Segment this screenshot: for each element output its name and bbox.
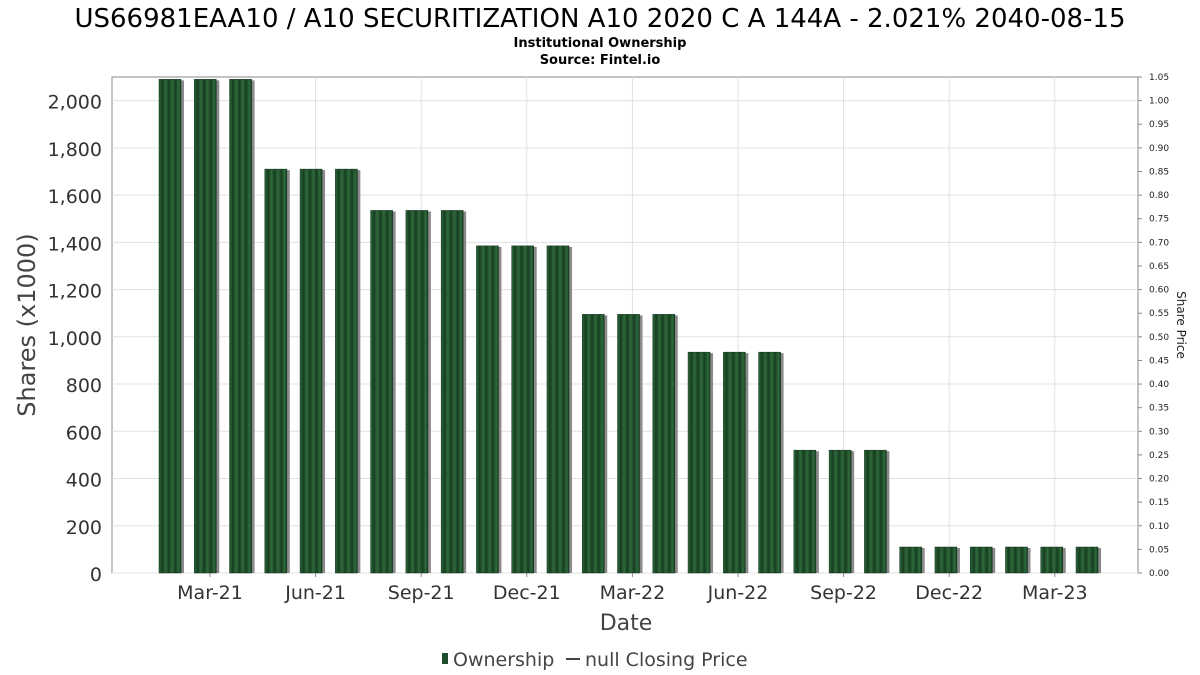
ownership-bar	[264, 168, 288, 574]
y2-tick-label: 0.75	[1149, 215, 1169, 225]
legend-price-label: null Closing Price	[585, 649, 748, 671]
x-tick-label: Dec-22	[915, 582, 983, 604]
y2-axis-label: Share Price	[1174, 291, 1188, 359]
ownership-bar	[899, 546, 922, 574]
x-tick-label: Mar-23	[1022, 582, 1088, 604]
y-axis-label: Shares (x1000)	[13, 233, 41, 416]
ownership-bar	[546, 245, 570, 574]
ownership-bar	[723, 351, 746, 574]
ownership-bar	[617, 314, 640, 574]
y2-tick-label: 0.65	[1149, 262, 1169, 272]
x-tick-label: Jun-22	[707, 582, 769, 604]
legend: Ownership null Closing Price	[442, 649, 748, 671]
x-tick-label: Sep-21	[388, 582, 455, 604]
ownership-bar	[828, 449, 852, 574]
ownership-bar	[158, 79, 182, 574]
ownership-bar	[440, 210, 464, 574]
ownership-bar	[652, 314, 676, 574]
y-tick-label: 2,000	[48, 92, 102, 114]
y2-tick-label: 0.50	[1149, 333, 1169, 343]
y2-axis: 0.00 0.05 0.10 0.15 0.20 0.25 0.30 0.35 0.40 0.45…	[1138, 73, 1169, 579]
y2-tick-label: 0.05	[1149, 545, 1169, 555]
legend-ownership-label: Ownership	[453, 649, 554, 671]
y2-tick-label: 1.00	[1149, 97, 1169, 107]
y2-tick-label: 0.20	[1149, 475, 1169, 485]
ownership-bar	[405, 210, 429, 574]
y-axis: 0 200 400 600 800 1,000 1,200 1,400 1,600 1,800 2,…	[48, 92, 102, 586]
x-tick-label: Dec-21	[493, 582, 561, 604]
ownership-bar	[335, 168, 358, 574]
chart-title: US66981EAA10 / A10 SECURITIZATION A10 20…	[74, 4, 1125, 34]
y2-tick-label: 0.25	[1149, 451, 1169, 461]
y2-tick-label: 0.40	[1149, 380, 1169, 390]
y2-tick-label: 0.35	[1149, 404, 1169, 414]
y2-tick-label: 0.85	[1149, 167, 1169, 177]
y-tick-label: 1,200	[48, 281, 102, 303]
ownership-bar	[1075, 546, 1099, 574]
ownership-bar	[793, 449, 817, 574]
ownership-bar	[194, 79, 217, 574]
ownership-bar	[687, 351, 711, 574]
y2-tick-label: 1.05	[1149, 73, 1169, 83]
y2-tick-label: 0.55	[1149, 309, 1169, 319]
bars	[158, 79, 1102, 574]
x-tick-label: Jun-21	[284, 582, 346, 604]
ownership-bar	[299, 168, 323, 574]
y2-tick-label: 0.60	[1149, 286, 1169, 296]
ownership-bar	[758, 351, 781, 574]
y2-tick-label: 0.90	[1149, 144, 1169, 154]
chart-source: Source: Fintel.io	[540, 53, 661, 68]
y-tick-label: 1,400	[48, 233, 102, 255]
chart-subtitle: Institutional Ownership	[514, 36, 687, 51]
y2-tick-label: 0.10	[1149, 522, 1169, 532]
y-tick-label: 800	[66, 375, 102, 397]
y2-tick-label: 0.70	[1149, 238, 1169, 248]
y2-tick-label: 0.45	[1149, 356, 1169, 366]
ownership-bar	[511, 245, 534, 574]
y2-tick-label: 0.15	[1149, 498, 1169, 508]
y2-tick-label: 0.95	[1149, 120, 1169, 130]
ownership-bar	[864, 449, 887, 574]
y-tick-label: 0	[90, 564, 102, 586]
x-axis: Mar-21 Jun-21 Sep-21 Dec-21 Mar-22 Jun-22 Sep-…	[177, 573, 1088, 604]
x-tick-label: Mar-22	[600, 582, 666, 604]
y2-tick-label: 0.80	[1149, 191, 1169, 201]
ownership-bar	[370, 210, 393, 574]
ownership-bar	[1005, 546, 1028, 574]
ownership-bar	[934, 546, 958, 574]
y2-tick-label: 0.00	[1149, 569, 1169, 579]
ownership-bar	[476, 245, 499, 574]
ownership-bar	[969, 546, 993, 574]
y-tick-label: 1,000	[48, 328, 102, 350]
y2-tick-label: 0.30	[1149, 427, 1169, 437]
y-tick-label: 1,600	[48, 186, 102, 208]
y-tick-label: 1,800	[48, 139, 102, 161]
x-tick-label: Mar-21	[177, 582, 243, 604]
ownership-bar	[581, 314, 605, 574]
ownership-bar	[229, 79, 252, 574]
y-tick-label: 600	[66, 422, 102, 444]
x-axis-label: Date	[600, 611, 653, 636]
x-tick-label: Sep-22	[810, 582, 877, 604]
y-tick-label: 200	[66, 517, 102, 539]
legend-ownership-swatch	[442, 653, 448, 664]
y-tick-label: 400	[66, 470, 102, 492]
ownership-bar	[1040, 546, 1063, 574]
